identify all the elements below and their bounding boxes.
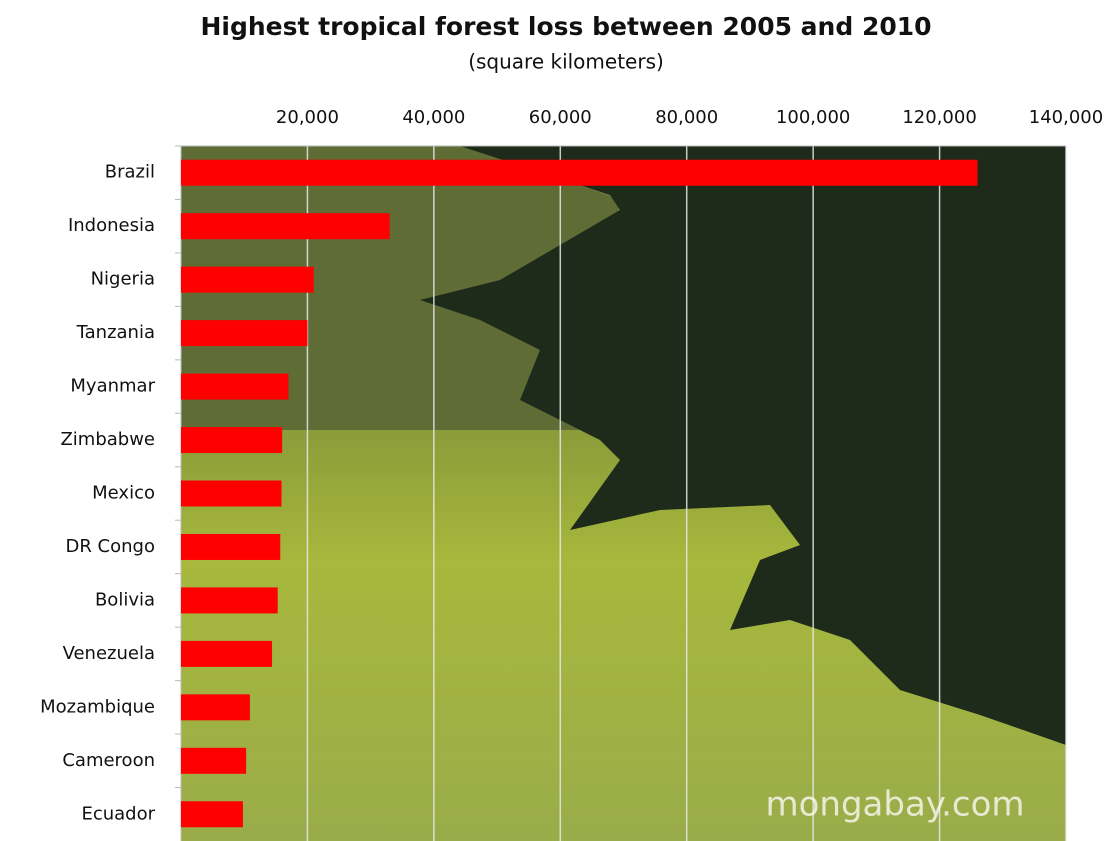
x-tick-label: 120,000	[902, 107, 976, 128]
bar	[181, 480, 282, 507]
bar	[181, 266, 314, 293]
x-tick-label: 40,000	[402, 107, 465, 128]
bar	[181, 533, 281, 560]
bar	[181, 373, 289, 400]
y-tick-label: Bolivia	[95, 589, 155, 610]
bar	[181, 694, 250, 721]
y-tick-label: Cameroon	[62, 750, 155, 771]
y-tick-label: Venezuela	[63, 643, 155, 664]
x-tick-label: 60,000	[529, 107, 592, 128]
x-tick-label: 100,000	[776, 107, 850, 128]
chart-subtitle: (square kilometers)	[468, 50, 664, 74]
y-tick-label: DR Congo	[65, 536, 155, 557]
bar	[181, 159, 978, 186]
y-tick-label: Tanzania	[76, 322, 155, 343]
bar	[181, 801, 243, 828]
bar	[181, 640, 273, 667]
y-tick-label: Brazil	[105, 162, 155, 183]
chart-title: Highest tropical forest loss between 200…	[200, 12, 931, 41]
y-tick-label: Mexico	[92, 483, 155, 504]
bar	[181, 320, 308, 347]
y-tick-label: Ecuador	[81, 803, 155, 824]
background-photo	[181, 146, 1066, 841]
bar	[181, 587, 278, 614]
y-tick-label: Myanmar	[70, 376, 155, 397]
bar	[181, 213, 390, 240]
bar	[181, 427, 283, 454]
x-tick-label: 140,000	[1029, 107, 1103, 128]
y-tick-label: Mozambique	[40, 696, 155, 717]
y-tick-label: Indonesia	[68, 215, 155, 236]
y-tick-label: Zimbabwe	[60, 429, 155, 450]
watermark: mongabay.com	[765, 785, 1024, 825]
x-tick-label: 80,000	[655, 107, 718, 128]
y-tick-label: Nigeria	[91, 269, 155, 290]
x-tick-label: 20,000	[276, 107, 339, 128]
bar	[181, 747, 247, 774]
